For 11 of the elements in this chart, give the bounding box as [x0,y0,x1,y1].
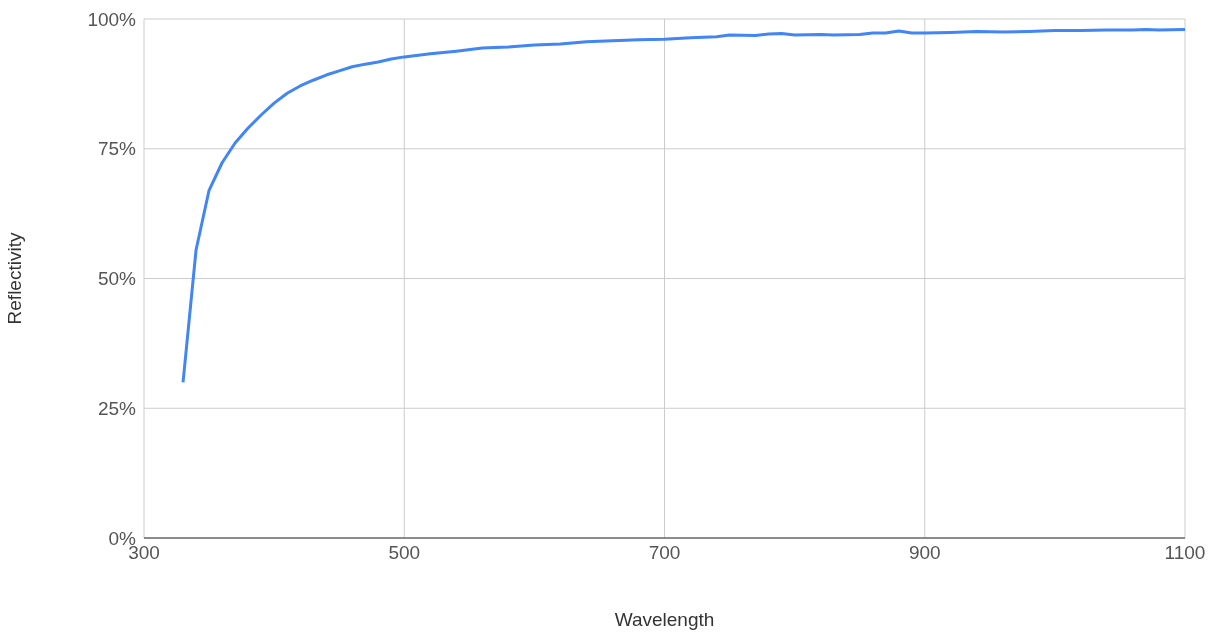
x-tick-label: 1100 [1164,542,1206,564]
y-tick-label: 75% [97,138,137,160]
x-tick-label: 900 [908,542,941,564]
y-tick-label: 25% [97,397,137,419]
y-axis-title: Reflectivity [3,232,25,325]
x-tick-label: 500 [388,542,421,564]
line-series [181,27,1185,384]
x-tick-label: 700 [648,542,681,564]
y-tick-label: 100% [87,8,137,30]
y-tick-label: 50% [97,268,137,290]
x-axis-title: Wavelength [614,609,715,630]
